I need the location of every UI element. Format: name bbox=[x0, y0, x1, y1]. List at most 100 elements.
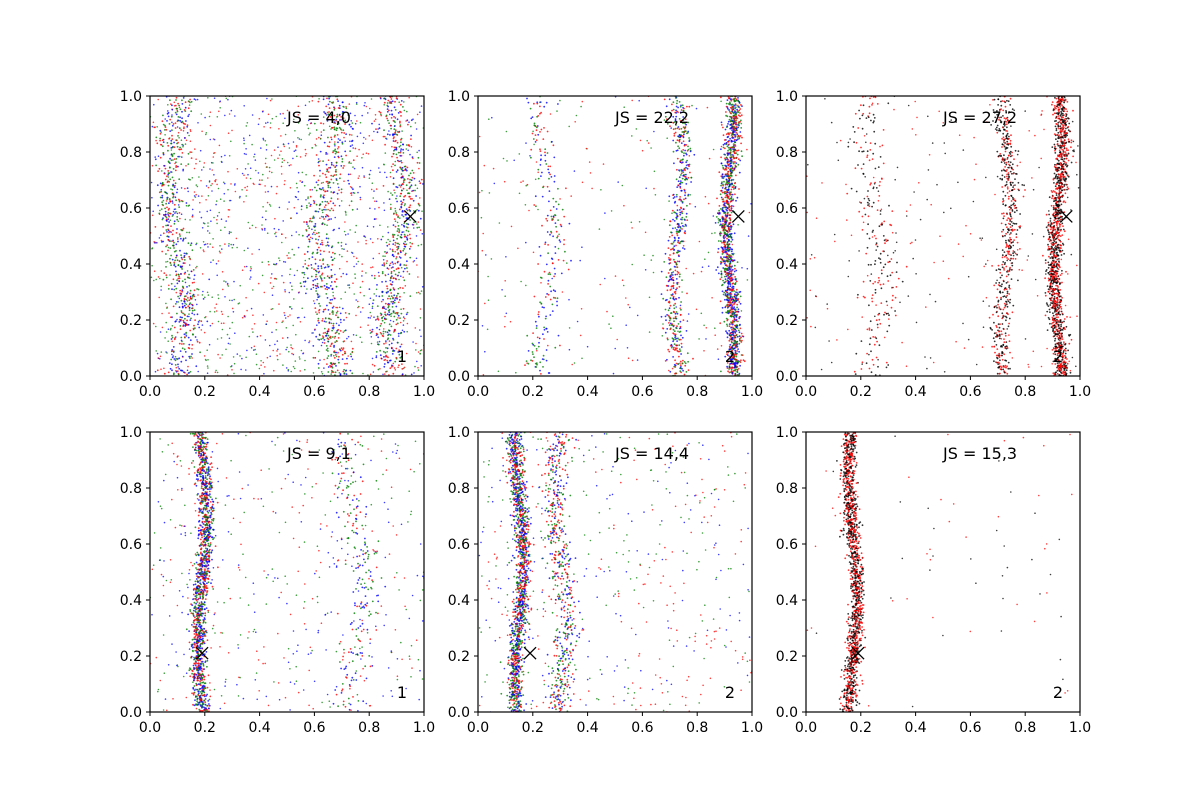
data-point bbox=[683, 168, 686, 171]
data-point bbox=[397, 151, 400, 154]
data-point bbox=[739, 295, 742, 298]
data-point bbox=[295, 144, 298, 147]
data-point bbox=[208, 343, 211, 346]
data-point bbox=[371, 363, 374, 366]
data-point bbox=[258, 117, 261, 120]
data-point bbox=[235, 237, 238, 240]
data-point bbox=[230, 140, 232, 143]
data-point bbox=[188, 264, 191, 266]
data-point bbox=[399, 345, 402, 348]
data-point bbox=[380, 113, 382, 116]
data-point bbox=[321, 201, 324, 203]
data-point bbox=[340, 200, 343, 202]
data-point bbox=[727, 197, 730, 199]
data-point bbox=[397, 253, 399, 255]
data-point bbox=[327, 355, 330, 357]
data-point bbox=[318, 235, 321, 238]
data-point bbox=[687, 360, 689, 363]
data-point bbox=[332, 305, 335, 308]
data-point bbox=[158, 296, 160, 299]
data-point bbox=[389, 113, 391, 116]
data-point bbox=[415, 195, 417, 197]
data-point bbox=[342, 331, 345, 334]
data-point bbox=[264, 191, 267, 193]
y-tick-label: 0.6 bbox=[120, 201, 142, 217]
data-point bbox=[181, 316, 183, 319]
data-point bbox=[724, 218, 727, 221]
data-point bbox=[198, 176, 200, 178]
data-point bbox=[271, 308, 274, 310]
data-point bbox=[359, 132, 362, 134]
data-point bbox=[304, 154, 307, 157]
data-point bbox=[173, 222, 176, 225]
data-point bbox=[671, 248, 674, 250]
data-point bbox=[317, 210, 320, 213]
data-point bbox=[221, 354, 223, 356]
data-point bbox=[392, 297, 394, 300]
data-point bbox=[202, 222, 205, 224]
data-point bbox=[664, 299, 667, 302]
data-point bbox=[159, 358, 161, 360]
x-tick-label: 0.6 bbox=[303, 384, 325, 400]
data-point bbox=[185, 120, 187, 122]
data-point bbox=[178, 342, 181, 345]
data-point bbox=[227, 216, 230, 218]
data-point bbox=[305, 228, 308, 231]
data-point bbox=[168, 207, 171, 210]
data-point bbox=[398, 228, 401, 230]
data-point bbox=[399, 125, 402, 128]
data-point bbox=[313, 202, 316, 205]
data-point bbox=[232, 311, 235, 313]
data-point bbox=[377, 336, 380, 339]
data-point bbox=[333, 191, 336, 193]
data-point bbox=[295, 231, 298, 233]
data-point bbox=[307, 119, 310, 122]
data-point bbox=[161, 203, 164, 206]
data-point bbox=[168, 123, 171, 125]
data-point bbox=[721, 226, 723, 228]
data-point bbox=[717, 240, 720, 242]
data-point bbox=[252, 289, 254, 291]
data-point bbox=[351, 208, 354, 211]
data-point bbox=[735, 269, 738, 272]
data-point bbox=[421, 233, 424, 235]
data-point bbox=[299, 370, 302, 372]
data-point bbox=[261, 179, 263, 181]
data-point bbox=[681, 336, 684, 339]
data-point bbox=[171, 336, 174, 339]
data-point bbox=[346, 260, 348, 263]
data-point bbox=[730, 156, 733, 159]
data-point bbox=[228, 113, 231, 115]
data-point bbox=[409, 198, 412, 200]
data-point bbox=[335, 169, 337, 171]
data-point bbox=[187, 372, 190, 374]
data-point bbox=[331, 336, 334, 338]
data-point bbox=[342, 370, 345, 373]
data-point bbox=[372, 226, 375, 228]
data-point bbox=[397, 292, 399, 295]
data-point bbox=[742, 359, 745, 362]
data-point bbox=[672, 227, 674, 230]
data-point bbox=[676, 102, 678, 105]
data-point bbox=[665, 105, 668, 108]
data-point bbox=[315, 290, 317, 292]
data-point bbox=[178, 127, 181, 130]
data-point bbox=[374, 114, 377, 116]
data-point bbox=[173, 338, 176, 341]
data-point bbox=[416, 264, 418, 266]
data-point bbox=[738, 188, 740, 190]
data-point bbox=[737, 97, 739, 99]
data-point bbox=[211, 322, 214, 325]
data-point bbox=[404, 267, 406, 270]
data-point bbox=[187, 107, 190, 110]
data-point bbox=[669, 254, 671, 256]
data-point bbox=[681, 200, 684, 203]
data-point bbox=[720, 156, 722, 159]
data-point bbox=[216, 219, 218, 221]
data-point bbox=[732, 178, 735, 181]
data-point bbox=[190, 157, 193, 160]
data-point bbox=[393, 106, 396, 109]
data-point bbox=[323, 208, 325, 211]
data-point bbox=[308, 233, 311, 236]
data-point bbox=[383, 129, 385, 132]
